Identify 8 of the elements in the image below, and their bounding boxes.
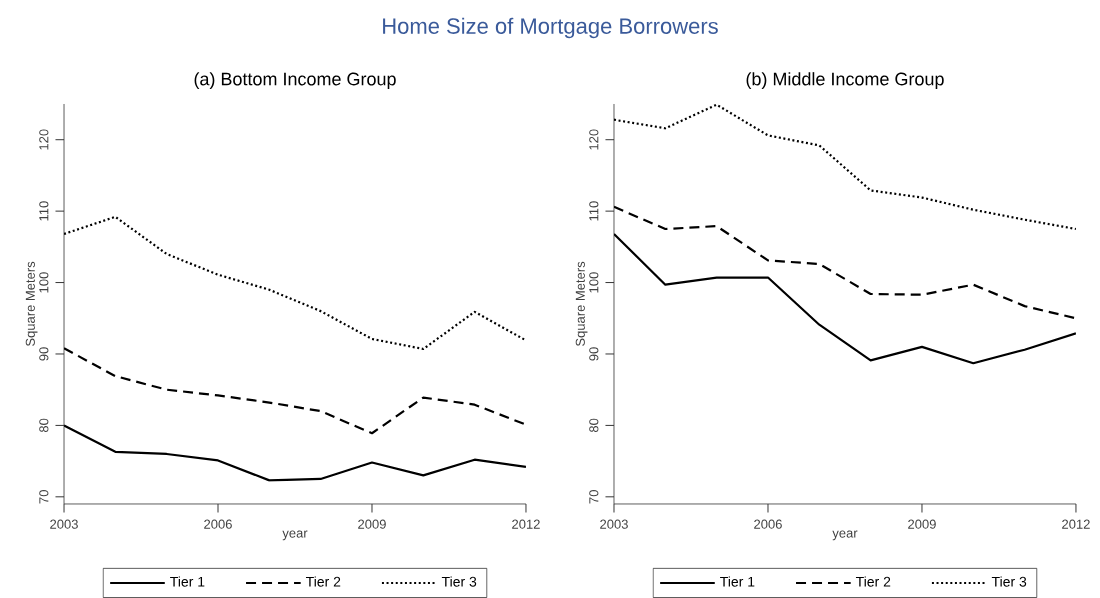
line-series: [64, 215, 526, 351]
line-series: [614, 232, 1076, 365]
line-series: [614, 205, 1076, 320]
chart-subtitle: (a) Bottom Income Group: [194, 72, 396, 89]
chart-title: Home Size of Mortgage Borrowers: [383, 17, 718, 39]
chart-subtitle: (b) Middle Income Group: [746, 72, 944, 89]
line-series: [64, 347, 526, 435]
line-series: [614, 103, 1076, 231]
